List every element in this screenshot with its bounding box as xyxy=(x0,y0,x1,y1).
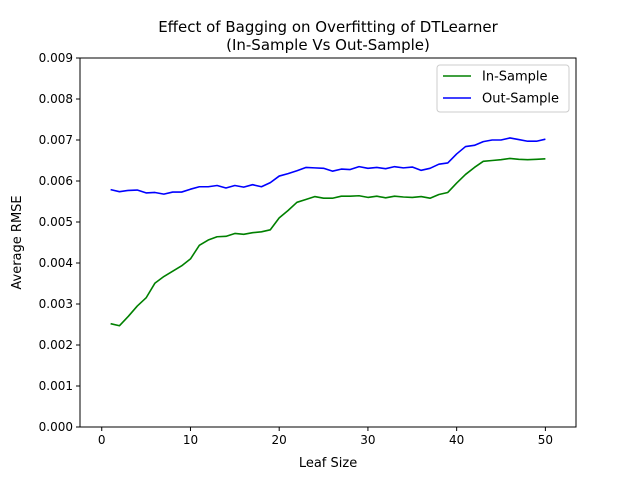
y-tick-label: 0.006 xyxy=(39,174,73,188)
x-tick-label: 0 xyxy=(98,433,106,447)
x-axis-ticks: 0 10 20 30 40 50 xyxy=(98,427,553,447)
series-line-out-sample xyxy=(110,137,546,195)
series-line-in-sample xyxy=(110,157,546,327)
x-tick-label: 10 xyxy=(183,433,198,447)
x-tick-label: 30 xyxy=(360,433,375,447)
y-axis-label: Average RMSE xyxy=(10,195,25,289)
x-tick-label: 40 xyxy=(449,433,464,447)
y-tick-label: 0.003 xyxy=(39,297,73,311)
x-axis-label: Leaf Size xyxy=(299,456,357,471)
x-tick-label: 20 xyxy=(272,433,287,447)
y-tick-label: 0.000 xyxy=(39,420,73,434)
y-tick-label: 0.005 xyxy=(39,215,73,229)
series-layer xyxy=(110,137,546,327)
y-tick-label: 0.009 xyxy=(39,51,73,65)
y-axis-ticks: 0.000 0.001 0.002 0.003 0.004 0.005 0.006 0.007… xyxy=(39,51,80,434)
x-tick-label: 50 xyxy=(538,433,553,447)
y-tick-label: 0.007 xyxy=(39,133,73,147)
y-tick-label: 0.002 xyxy=(39,338,73,352)
plot-frame xyxy=(79,57,577,428)
legend-entry-label: In-Sample xyxy=(482,70,548,85)
chart-title-line1: Effect of Bagging on Overfitting of DTLe… xyxy=(158,18,498,36)
y-tick-label: 0.008 xyxy=(39,92,73,106)
y-tick-label: 0.004 xyxy=(39,256,73,270)
y-tick-label: 0.001 xyxy=(39,379,73,393)
legend-entry-label: Out-Sample xyxy=(482,92,559,107)
legend: In-Sample Out-Sample xyxy=(436,64,570,113)
chart-title-line2: (In-Sample Vs Out-Sample) xyxy=(226,36,430,54)
